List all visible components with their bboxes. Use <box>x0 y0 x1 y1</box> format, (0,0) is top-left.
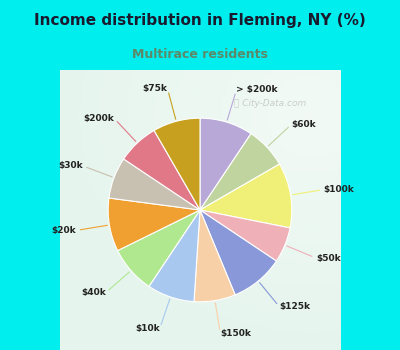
Wedge shape <box>200 210 276 295</box>
Text: $20k: $20k <box>52 226 76 235</box>
Text: $30k: $30k <box>58 161 82 170</box>
Text: $40k: $40k <box>81 288 106 297</box>
Text: Income distribution in Fleming, NY (%): Income distribution in Fleming, NY (%) <box>34 14 366 28</box>
Text: $150k: $150k <box>220 329 251 338</box>
Text: ⓘ City-Data.com: ⓘ City-Data.com <box>234 99 306 108</box>
Text: $125k: $125k <box>280 302 310 312</box>
Text: $75k: $75k <box>143 84 168 93</box>
Wedge shape <box>149 210 200 302</box>
Wedge shape <box>200 164 292 228</box>
Wedge shape <box>118 210 200 286</box>
Wedge shape <box>109 159 200 210</box>
Text: $100k: $100k <box>324 185 354 194</box>
Text: > $200k: > $200k <box>236 85 278 94</box>
Text: $200k: $200k <box>84 114 114 123</box>
Wedge shape <box>154 118 200 210</box>
Wedge shape <box>200 118 251 210</box>
Wedge shape <box>194 210 235 302</box>
Wedge shape <box>200 134 280 210</box>
Text: $50k: $50k <box>316 253 340 262</box>
Text: Multirace residents: Multirace residents <box>132 48 268 61</box>
Wedge shape <box>108 198 200 251</box>
Wedge shape <box>124 131 200 210</box>
Text: $10k: $10k <box>135 324 160 333</box>
Wedge shape <box>200 210 290 261</box>
Text: $60k: $60k <box>292 120 316 129</box>
